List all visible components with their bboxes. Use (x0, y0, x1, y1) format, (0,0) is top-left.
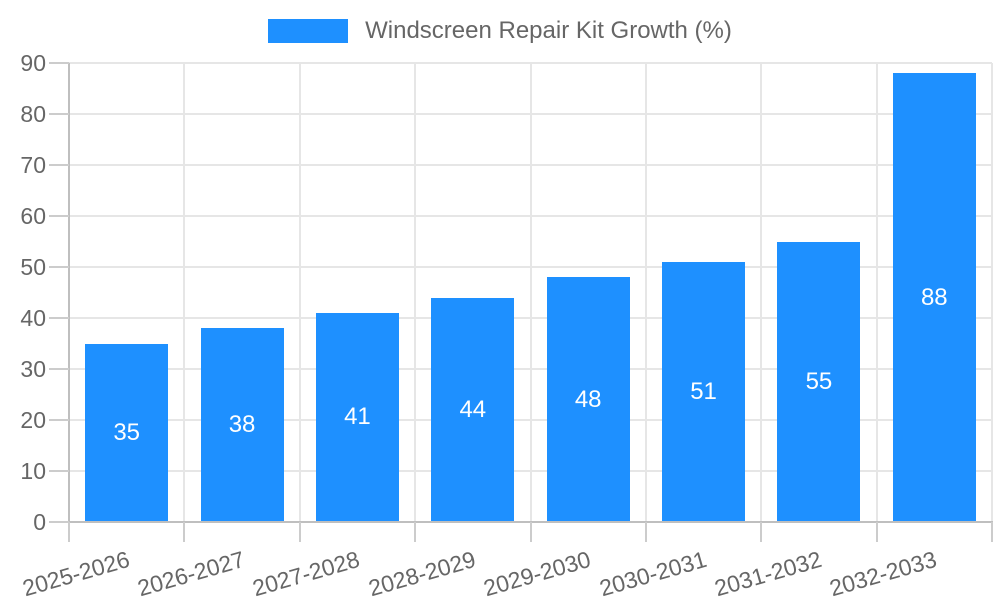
gridline-vertical (875, 63, 878, 522)
gridline-horizontal (69, 164, 992, 166)
bar-value-label: 51 (690, 377, 717, 405)
bar-value-label: 44 (459, 395, 487, 423)
gridline-vertical (298, 63, 301, 522)
bar[interactable] (315, 312, 399, 522)
bar[interactable] (200, 328, 284, 522)
bar[interactable] (777, 241, 861, 522)
x-tick-mark (760, 522, 763, 542)
gridline-vertical (414, 63, 417, 522)
x-tick-mark (298, 522, 301, 542)
bar[interactable] (546, 277, 630, 522)
y-tick-label: 70 (20, 152, 46, 178)
legend-label: Windscreen Repair Kit Growth (%) (365, 17, 732, 44)
y-tick-mark (49, 215, 69, 217)
bar[interactable] (892, 73, 976, 522)
bar[interactable] (85, 343, 169, 522)
x-tick-mark (644, 522, 647, 542)
x-tick-mark (991, 522, 993, 542)
x-tick-mark (414, 522, 417, 542)
y-tick-mark (49, 521, 69, 523)
gridline-vertical (760, 63, 763, 522)
y-tick-mark (49, 419, 69, 421)
x-tick-mark (529, 522, 532, 542)
y-tick-mark (49, 368, 69, 370)
bar-value-label: 38 (228, 411, 256, 439)
x-tick-mark (68, 522, 70, 542)
bar-value-label: 41 (344, 403, 371, 431)
y-tick-label: 80 (20, 101, 46, 127)
gridline-vertical (529, 63, 532, 522)
y-tick-label: 60 (20, 203, 46, 229)
y-tick-mark (49, 317, 69, 319)
gridline-vertical (644, 63, 647, 522)
bar-value-label: 35 (113, 418, 141, 446)
gridline-vertical (183, 63, 186, 522)
x-tick-mark (183, 522, 186, 542)
bar[interactable] (431, 297, 515, 522)
bar-value-label: 88 (920, 283, 948, 311)
gridline-horizontal (69, 113, 992, 115)
y-tick-label: 50 (20, 254, 46, 280)
bar-value-label: 48 (574, 385, 602, 413)
legend-swatch (268, 19, 349, 43)
plot-area: 35 38 41 44 48 51 55 88 0 10 20 30 40 50 60 70 80 90 2025-… (19, 50, 993, 600)
y-tick-mark (49, 164, 69, 166)
x-tick-mark (875, 522, 878, 542)
y-tick-mark (49, 470, 69, 472)
y-tick-label: 20 (20, 407, 46, 433)
y-tick-label: 40 (20, 305, 46, 331)
gridline-horizontal (69, 215, 992, 217)
y-tick-mark (49, 62, 69, 65)
y-tick-label: 90 (20, 50, 46, 76)
gridline-vertical (991, 63, 993, 522)
bar[interactable] (662, 261, 746, 522)
y-tick-mark (49, 113, 69, 115)
y-tick-label: 30 (20, 356, 46, 382)
bar-value-label: 55 (805, 367, 833, 395)
y-tick-mark (49, 266, 69, 268)
y-axis-line (68, 63, 70, 523)
y-tick-label: 0 (33, 509, 46, 535)
legend-item[interactable]: Windscreen Repair Kit Growth (%) (0, 17, 1000, 45)
gridline-horizontal (69, 62, 992, 65)
y-tick-label: 10 (20, 458, 46, 484)
